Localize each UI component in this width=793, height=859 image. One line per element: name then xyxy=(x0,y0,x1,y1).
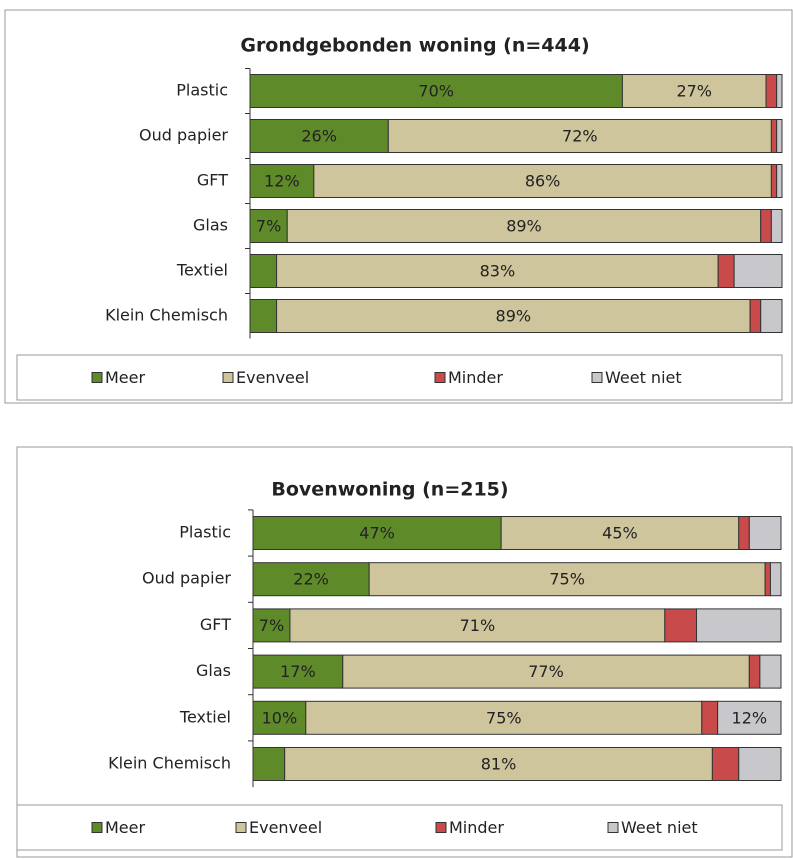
bar-segment xyxy=(717,254,735,288)
bar-segment xyxy=(760,209,772,243)
legend-label: Minder xyxy=(449,818,504,837)
legend-swatch xyxy=(607,822,619,833)
legend-swatch xyxy=(91,822,103,833)
bar-segment xyxy=(249,299,278,333)
value-label: 22% xyxy=(293,570,329,589)
bar-segment xyxy=(764,562,771,597)
category-label: Glas xyxy=(193,216,228,235)
value-label: 7% xyxy=(259,616,284,635)
bar-segment xyxy=(748,654,761,689)
bar-segment xyxy=(249,209,288,243)
bar-segment xyxy=(696,608,782,643)
category-label: GFT xyxy=(200,615,231,634)
bar-segment xyxy=(252,654,344,689)
value-label: 10% xyxy=(262,708,298,727)
value-label: 81% xyxy=(481,755,517,774)
legend-label: Minder xyxy=(448,368,503,387)
category-label: Glas xyxy=(196,661,231,680)
bar-segment xyxy=(252,608,291,643)
bar-segment xyxy=(769,562,782,597)
value-label: 89% xyxy=(496,307,532,326)
legend-box xyxy=(16,354,783,401)
value-label: 17% xyxy=(280,662,316,681)
bar-segment xyxy=(249,119,389,153)
value-label: 83% xyxy=(480,262,516,281)
bar-segment xyxy=(284,747,713,781)
bar-segment xyxy=(748,516,782,550)
bar-segment xyxy=(368,562,766,597)
panel xyxy=(16,446,793,858)
bar-segment xyxy=(738,747,782,781)
category-label: Oud papier xyxy=(142,569,231,588)
bar-segment xyxy=(765,74,778,108)
value-label: 75% xyxy=(549,570,585,589)
legend-swatch xyxy=(435,822,447,833)
bar-segment xyxy=(776,74,783,108)
legend-swatch xyxy=(591,372,603,383)
bar-segment xyxy=(711,747,740,781)
legend-box xyxy=(16,804,783,851)
value-label: 12% xyxy=(732,708,768,727)
bar-segment xyxy=(500,516,740,550)
legend-label: Weet niet xyxy=(605,368,682,387)
bar-segment xyxy=(759,654,782,689)
chart-title: Grondgebonden woning (n=444) xyxy=(240,35,589,57)
value-label: 47% xyxy=(359,524,395,543)
category-label: Klein Chemisch xyxy=(105,306,228,325)
legend-swatch xyxy=(91,372,103,383)
value-label: 86% xyxy=(525,172,561,191)
category-label: Klein Chemisch xyxy=(108,754,231,773)
legend-swatch xyxy=(222,372,234,383)
category-label: Oud papier xyxy=(139,126,228,145)
bar-segment xyxy=(749,299,762,333)
category-label: GFT xyxy=(197,171,228,190)
value-label: 71% xyxy=(460,616,496,635)
value-label: 72% xyxy=(562,127,598,146)
bar-segment xyxy=(738,516,750,550)
bar-segment xyxy=(252,700,307,735)
bar-segment xyxy=(289,608,666,643)
bar-segment xyxy=(776,164,783,198)
legend-label: Evenveel xyxy=(236,368,309,387)
value-label: 77% xyxy=(528,662,564,681)
bar-segment xyxy=(252,562,370,597)
value-label: 26% xyxy=(301,127,337,146)
bar-segment xyxy=(770,209,783,243)
bar-segment xyxy=(276,254,719,288)
chart-title: Bovenwoning (n=215) xyxy=(271,479,508,501)
category-label: Plastic xyxy=(179,523,231,542)
category-label: Textiel xyxy=(179,707,231,726)
value-label: 75% xyxy=(486,708,522,727)
legend-swatch xyxy=(235,822,247,833)
bar-segment xyxy=(776,119,783,153)
legend-label: Evenveel xyxy=(249,818,322,837)
bar-segment xyxy=(733,254,783,288)
bar-segment xyxy=(717,700,782,735)
bar-segment xyxy=(252,747,286,781)
bar-segment xyxy=(760,299,783,333)
bar-segment xyxy=(770,164,778,198)
category-label: Plastic xyxy=(176,81,228,100)
value-label: 89% xyxy=(506,217,542,236)
bar-segment xyxy=(770,119,778,153)
value-label: 70% xyxy=(418,82,454,101)
bar-segment xyxy=(701,700,719,735)
value-label: 7% xyxy=(256,217,281,236)
value-label: 27% xyxy=(676,82,712,101)
bar-segment xyxy=(313,164,772,198)
category-label: Textiel xyxy=(176,261,228,280)
bar-segment xyxy=(664,608,698,643)
legend-swatch xyxy=(434,372,446,383)
legend-label: Meer xyxy=(105,818,145,837)
value-label: 12% xyxy=(264,172,300,191)
value-label: 45% xyxy=(602,524,638,543)
legend-label: Meer xyxy=(105,368,145,387)
panel xyxy=(4,9,793,404)
legend-label: Weet niet xyxy=(621,818,698,837)
bar-segment xyxy=(387,119,772,153)
bar-segment xyxy=(249,254,278,288)
bar-segment xyxy=(249,74,623,108)
bar-segment xyxy=(621,74,767,108)
